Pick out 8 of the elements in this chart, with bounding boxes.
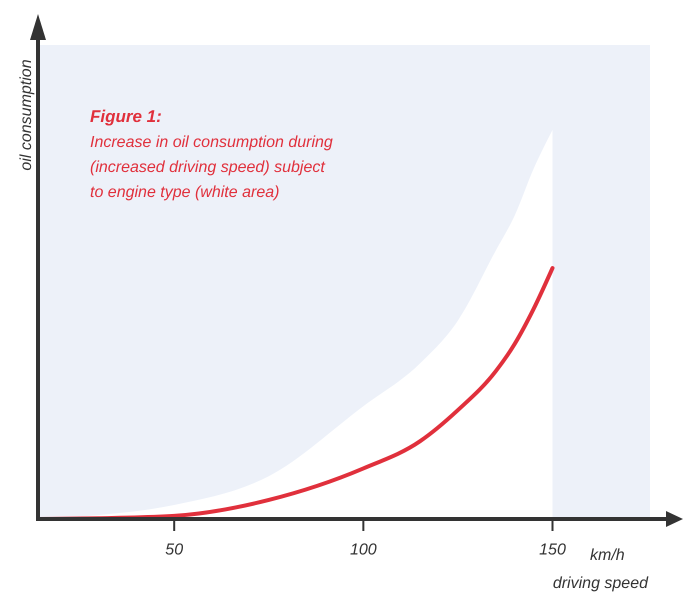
y-axis-title: oil consumption bbox=[18, 59, 35, 171]
x-tick-label: 50 bbox=[165, 541, 184, 558]
text: km/h bbox=[590, 547, 625, 564]
x-tick-label: 150 bbox=[539, 541, 566, 558]
text: Increase in oil consumption during (increased driving speed) subject to engine type (white area) bbox=[90, 134, 333, 201]
chart-title: Figure 1: bbox=[90, 107, 162, 126]
x-tick-label: 100 bbox=[350, 541, 377, 558]
x-axis-title: driving speed bbox=[552, 575, 650, 592]
